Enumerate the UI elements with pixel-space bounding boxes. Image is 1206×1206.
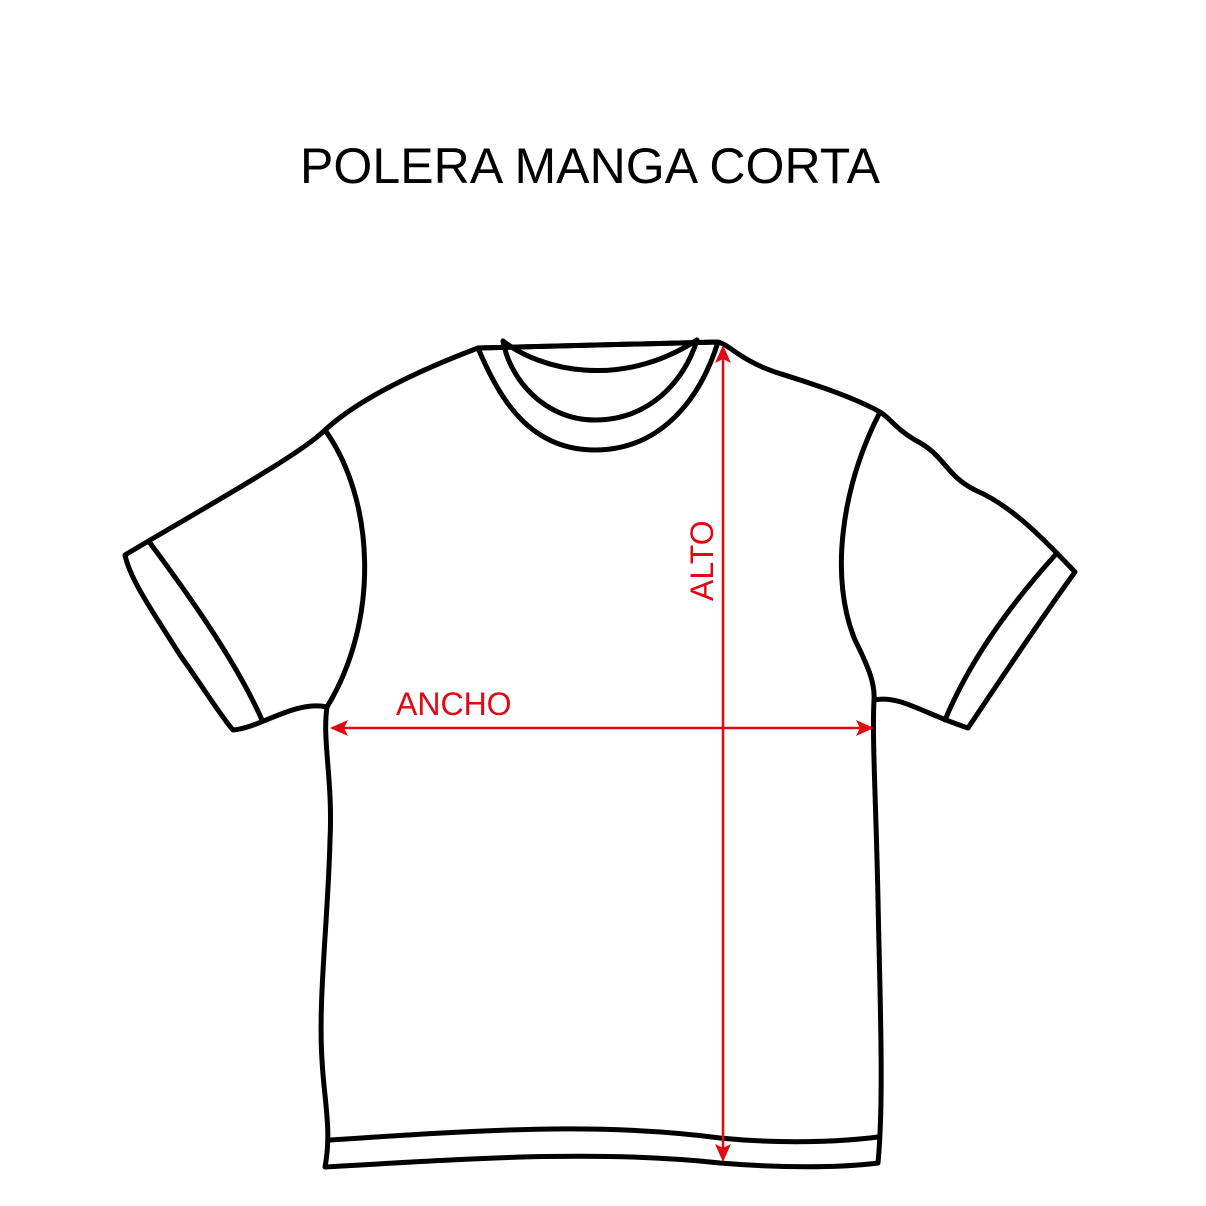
arrow-right-icon [856, 720, 874, 736]
arrow-up-icon [715, 345, 731, 363]
width-label: ANCHO [396, 686, 512, 722]
height-label: ALTO [684, 520, 720, 601]
width-measure [330, 720, 874, 736]
diagram-title: POLERA MANGA CORTA [300, 138, 881, 194]
right-cuff [942, 550, 1060, 723]
arrow-down-icon [715, 1144, 731, 1162]
hem-line [327, 1126, 881, 1145]
right-armhole [838, 409, 883, 703]
collar-inner [500, 337, 700, 423]
collar-top [500, 337, 700, 373]
tshirt-outline [122, 337, 1078, 1170]
height-measure [715, 345, 731, 1162]
collar-outer [475, 339, 721, 453]
left-armhole [322, 427, 368, 710]
arrow-left-icon [330, 720, 348, 736]
left-cuff [147, 540, 265, 723]
shirt-body [122, 339, 1078, 1170]
